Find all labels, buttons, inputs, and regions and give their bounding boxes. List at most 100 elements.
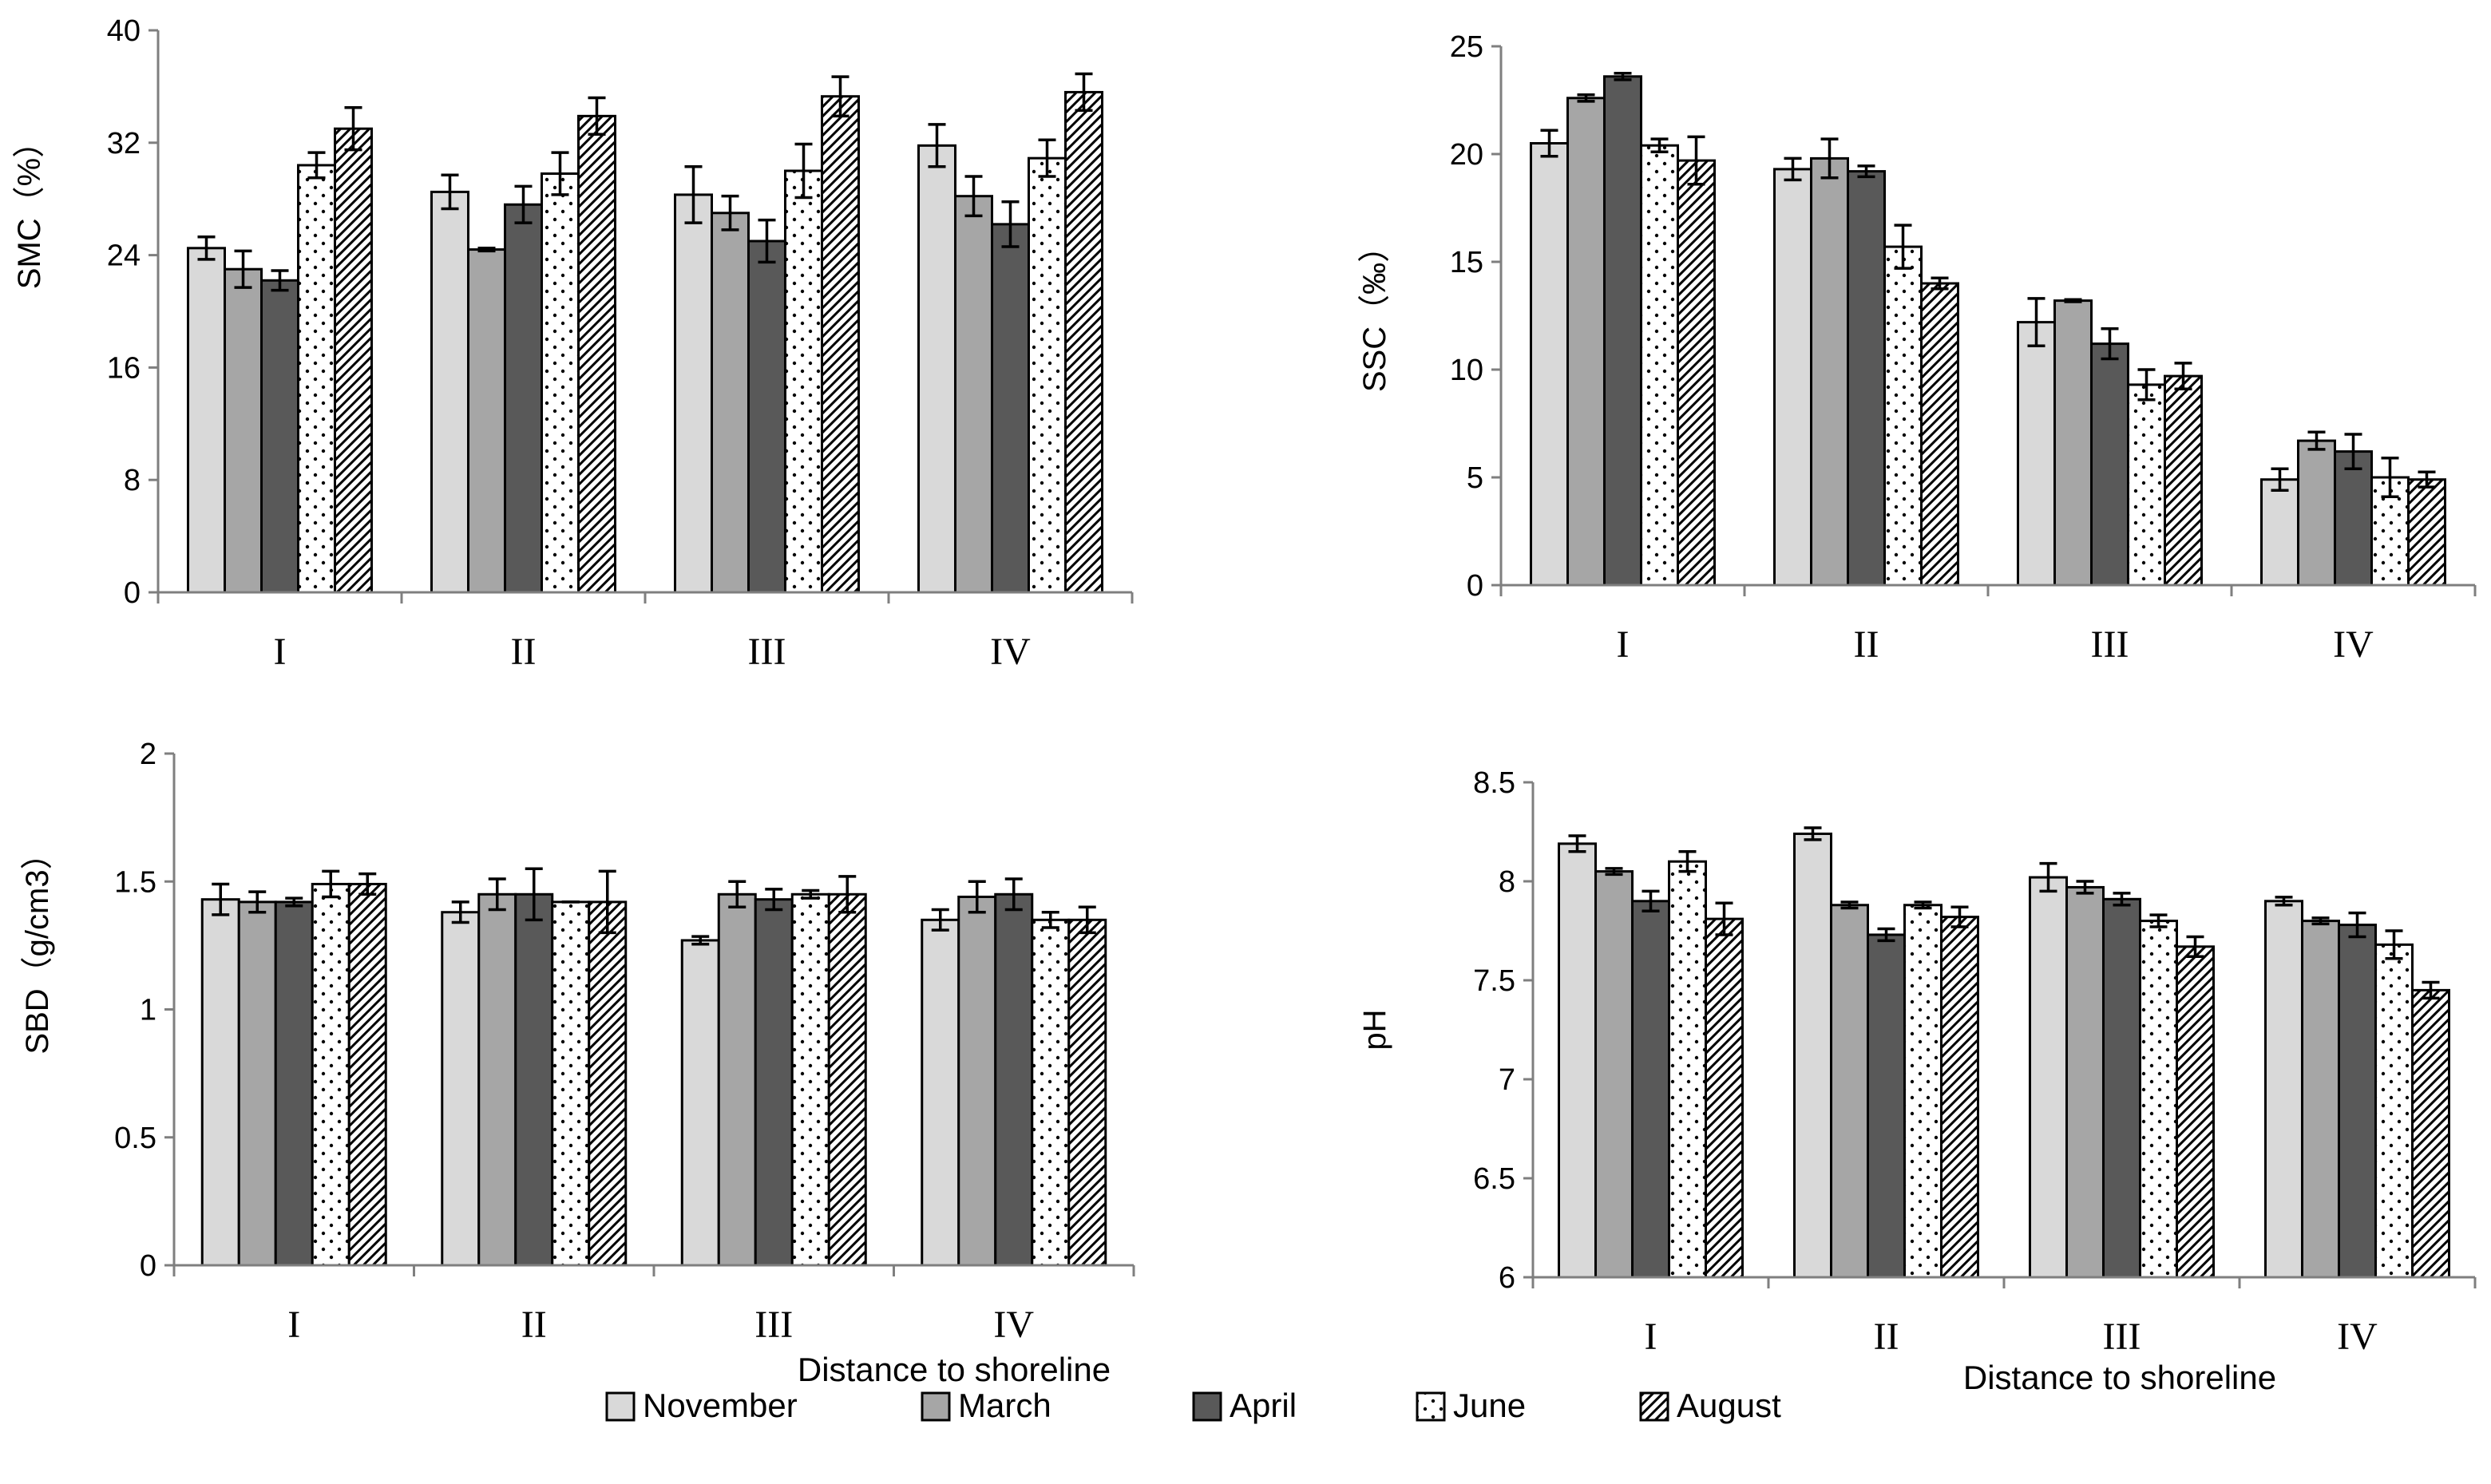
y-tick-label: 20 (1450, 138, 1483, 172)
bar (1793, 832, 1832, 1279)
bar (991, 223, 1030, 594)
bar (917, 144, 956, 594)
bar (821, 95, 860, 594)
bar (1064, 90, 1103, 594)
legend-swatch (1639, 1391, 1669, 1422)
bar (2164, 374, 2203, 587)
x-tick-label: IV (2333, 623, 2374, 666)
y-tick-label: 8 (1499, 865, 1515, 899)
y-tick-label: 15 (1450, 246, 1483, 279)
bar (237, 900, 277, 1267)
bar (2053, 299, 2093, 587)
bar (1677, 159, 1716, 587)
bar (1920, 282, 1959, 587)
bar (717, 892, 757, 1267)
bar (514, 892, 554, 1267)
bar (1530, 142, 1569, 587)
bar (347, 882, 387, 1267)
bar (2090, 342, 2129, 587)
bar (2176, 945, 2215, 1279)
x-tick-label: III (2103, 1316, 2141, 1358)
y-tick-label: 6 (1499, 1261, 1515, 1295)
y-tick-label: 1 (140, 994, 156, 1027)
bar (1830, 904, 1869, 1279)
bar (784, 169, 823, 594)
bar (1640, 144, 1679, 587)
x-tick-label: III (754, 1304, 793, 1346)
bar (1705, 917, 1744, 1279)
x-tick-label: IV (993, 1304, 1034, 1346)
bar (274, 900, 314, 1267)
y-tick-label: 40 (107, 14, 141, 48)
bar (1603, 75, 1642, 587)
bar (680, 939, 720, 1267)
x-tick-label: I (287, 1304, 300, 1346)
bar (1067, 918, 1107, 1267)
bar (1566, 97, 1606, 587)
y-axis-label: SMC（%） (12, 126, 47, 289)
y-axis-label: SBD（g/cm3） (20, 837, 55, 1054)
x-tick-label: II (521, 1304, 547, 1346)
bar (921, 918, 960, 1267)
bar (2029, 876, 2068, 1279)
x-axis-label: Distance to shoreline (1963, 1359, 2276, 1396)
bar (994, 892, 1034, 1267)
x-tick-label: IV (990, 631, 1031, 673)
y-tick-label: 32 (107, 127, 141, 160)
bar (1773, 168, 1812, 587)
bar (711, 212, 750, 594)
bar (467, 248, 506, 594)
bar (541, 172, 580, 594)
bar (224, 267, 263, 594)
bar (957, 895, 997, 1267)
legend-label: April (1230, 1387, 1297, 1424)
bar (2374, 943, 2414, 1279)
bar (1031, 918, 1071, 1267)
bar (2127, 383, 2166, 587)
legend-swatch (605, 1391, 636, 1422)
bar (441, 911, 481, 1267)
bar (2407, 478, 2446, 587)
bar (1940, 916, 1979, 1279)
x-tick-label: III (2091, 623, 2129, 666)
bar (1028, 156, 1067, 594)
legend-swatch (1416, 1391, 1446, 1422)
x-tick-label: I (1645, 1316, 1657, 1358)
bar (1594, 870, 1634, 1279)
bar (747, 239, 786, 594)
bar (2338, 924, 2377, 1279)
panel-sbd: SBD（g/cm3） Distance to shoreline 0 0.5 1 1.… (20, 738, 1135, 1388)
bar (200, 898, 240, 1267)
bar (1810, 156, 1849, 587)
bar (1558, 842, 1597, 1279)
panel-ph: pH Distance to shoreline 66.577.588.5I II… (1357, 766, 2477, 1396)
legend-label: August (1677, 1387, 1781, 1424)
y-tick-label: 25 (1450, 30, 1483, 64)
legend: November March April June August (605, 1387, 1781, 1424)
x-tick-label: II (1874, 1316, 1899, 1358)
bar (2301, 920, 2340, 1279)
legend-item-march: March (921, 1387, 1051, 1424)
y-tick-label: 24 (107, 239, 141, 273)
legend-item-august: August (1639, 1387, 1781, 1424)
y-tick-label: 0 (140, 1249, 156, 1283)
y-tick-label: 7.5 (1473, 964, 1515, 998)
bar (334, 127, 373, 594)
legend-item-april: April (1192, 1387, 1297, 1424)
y-tick-label: 6.5 (1473, 1162, 1515, 1196)
y-tick-label: 2 (140, 738, 156, 771)
y-tick-label: 8.5 (1473, 766, 1515, 800)
bar (2264, 900, 2303, 1279)
bar (2260, 478, 2299, 587)
y-tick-label: 1.5 (114, 865, 156, 899)
bar (1867, 933, 1906, 1279)
bar (754, 898, 794, 1267)
y-tick-label: 0 (1467, 569, 1483, 603)
legend-swatch (1192, 1391, 1222, 1422)
bar (2139, 920, 2178, 1279)
legend-swatch (921, 1391, 951, 1422)
bar (297, 164, 336, 594)
plot-area: 66.577.588.5I II III IV (1473, 766, 2477, 1358)
legend-label: March (958, 1387, 1051, 1424)
